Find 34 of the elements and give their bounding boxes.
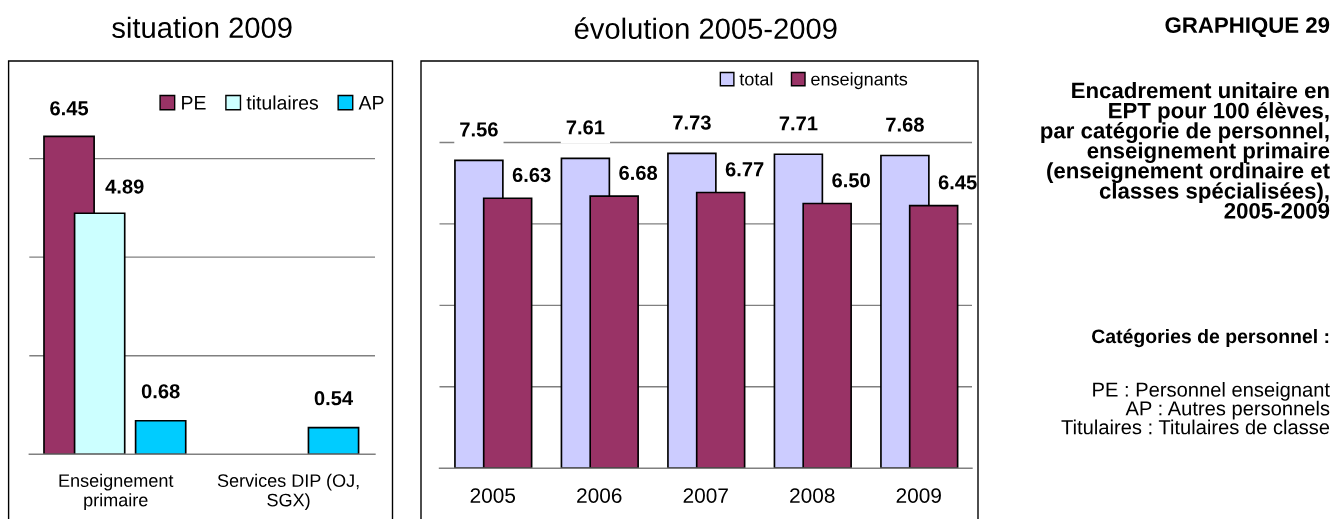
bar xyxy=(134,419,187,455)
data-label: 7.61 xyxy=(566,120,605,135)
data-label: 7.73 xyxy=(673,115,711,130)
x-tick-label: Enseignement primaire xyxy=(59,473,174,511)
legend-label: total xyxy=(739,72,773,86)
data-label: 6.77 xyxy=(725,162,764,177)
text: GRAPHIQUE 29 xyxy=(1165,17,1330,38)
data-label: 6.63 xyxy=(512,167,551,183)
legend-label: titulaires xyxy=(246,95,319,110)
data-label: 6.45 xyxy=(50,101,89,116)
data-label: 4.89 xyxy=(105,179,144,194)
bar xyxy=(307,426,360,455)
x-tick-label: Services DIP (OJ, SGX) xyxy=(217,473,359,511)
data-label: 0.54 xyxy=(314,391,354,406)
data-label: 6.45 xyxy=(938,175,977,190)
x-tick-label: 2006 xyxy=(577,488,622,503)
data-label: 7.71 xyxy=(779,116,818,131)
x-tick-label: 2008 xyxy=(790,488,835,503)
x-tick-label: 2007 xyxy=(683,488,728,503)
chart-title: situation 2009 xyxy=(112,16,292,39)
chart-title: évolution 2005-2009 xyxy=(574,17,837,40)
x-tick-label: 2005 xyxy=(470,488,516,503)
x-tick-label: 2009 xyxy=(896,488,941,503)
text: PE : Personnel enseignant AP : Autres personnels Titulaires : Titulaires de classe xyxy=(1061,382,1330,435)
data-label: 7.56 xyxy=(460,122,498,137)
data-label: 6.50 xyxy=(832,173,870,188)
data-label: 6.68 xyxy=(619,165,658,181)
data-label: 7.68 xyxy=(886,117,924,132)
text: Encadrement unitaire en EPT pour 100 élèves, par catégorie de personnel, enseignement primaire (enseignement ordinaire et classes spécialisées), 2005-2009 xyxy=(1041,82,1330,219)
text: Catégories de personnel : xyxy=(1092,328,1329,348)
data-label: 0.68 xyxy=(141,384,180,399)
legend-label: enseignants xyxy=(811,72,908,90)
legend-label: AP xyxy=(358,96,384,110)
legend-label: PE xyxy=(182,96,206,110)
